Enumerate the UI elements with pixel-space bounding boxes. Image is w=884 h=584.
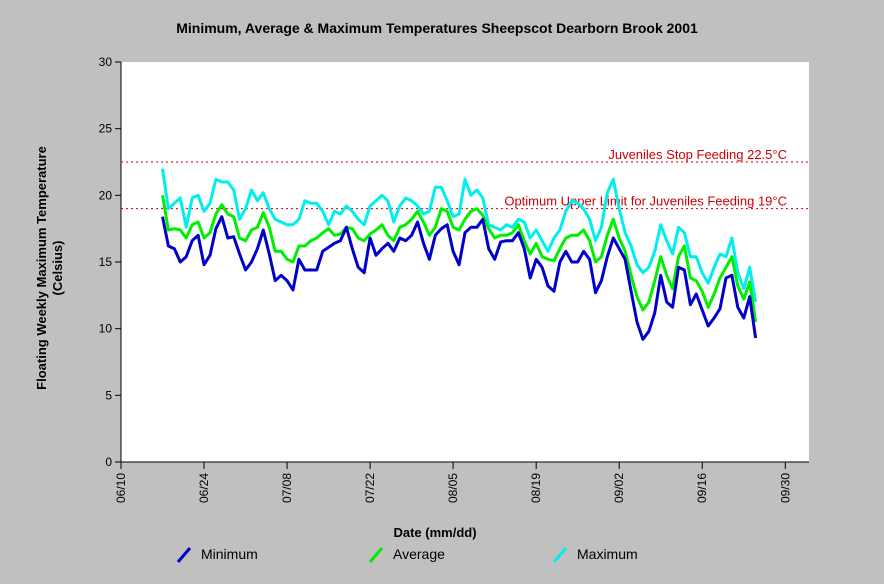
plot-area <box>121 62 809 462</box>
x-tick-label: 09/16 <box>695 473 709 503</box>
y-axis: 0 5 10 15 20 25 30 <box>99 55 122 469</box>
reference-line-label: Optimum Upper Limit for Juveniles Feedin… <box>504 194 787 209</box>
series-line-maximum <box>161 168 758 303</box>
legend-label-maximum: Maximum <box>577 546 638 562</box>
legend-swatch-average <box>368 547 384 563</box>
series-line-average <box>161 195 758 323</box>
x-tick-label: 06/24 <box>197 473 211 503</box>
y-axis-label-line2: (Celsius) <box>50 241 65 296</box>
y-tick-label: 10 <box>99 322 113 336</box>
reference-line-label: Juveniles Stop Feeding 22.5°C <box>608 147 787 162</box>
y-tick-label: 5 <box>105 388 112 402</box>
x-tick-label: 07/08 <box>280 473 294 503</box>
y-axis-label-line1: Floating Weekly Maximum Temperature <box>34 146 49 390</box>
x-tick-label: 08/05 <box>446 473 460 503</box>
x-tick-label: 07/22 <box>363 473 377 503</box>
x-tick-label: 09/30 <box>778 473 792 503</box>
chart-title: Minimum, Average & Maximum Temperatures … <box>176 20 698 36</box>
y-tick-label: 20 <box>99 188 113 202</box>
x-axis-label: Date (mm/dd) <box>393 525 476 540</box>
y-tick-label: 25 <box>99 122 113 136</box>
legend-label-minimum: Minimum <box>201 546 258 562</box>
reference-lines: Juveniles Stop Feeding 22.5°C Optimum Upp… <box>121 147 809 210</box>
legend: Minimum Average Maximum <box>176 546 638 563</box>
legend-swatch-maximum <box>552 547 568 563</box>
x-tick-label: 06/10 <box>114 473 128 503</box>
y-tick-label: 30 <box>99 55 113 69</box>
y-tick-label: 0 <box>105 455 112 469</box>
legend-swatch-minimum <box>176 547 192 563</box>
series-lines <box>161 168 758 341</box>
legend-label-average: Average <box>393 546 445 562</box>
x-axis: 06/10 06/24 07/08 07/22 08/05 08/19 09/02 09/16… <box>114 461 809 503</box>
y-tick-label: 15 <box>99 255 113 269</box>
x-tick-label: 08/19 <box>529 473 543 503</box>
series-line-minimum <box>161 215 758 341</box>
x-tick-label: 09/02 <box>612 473 626 503</box>
